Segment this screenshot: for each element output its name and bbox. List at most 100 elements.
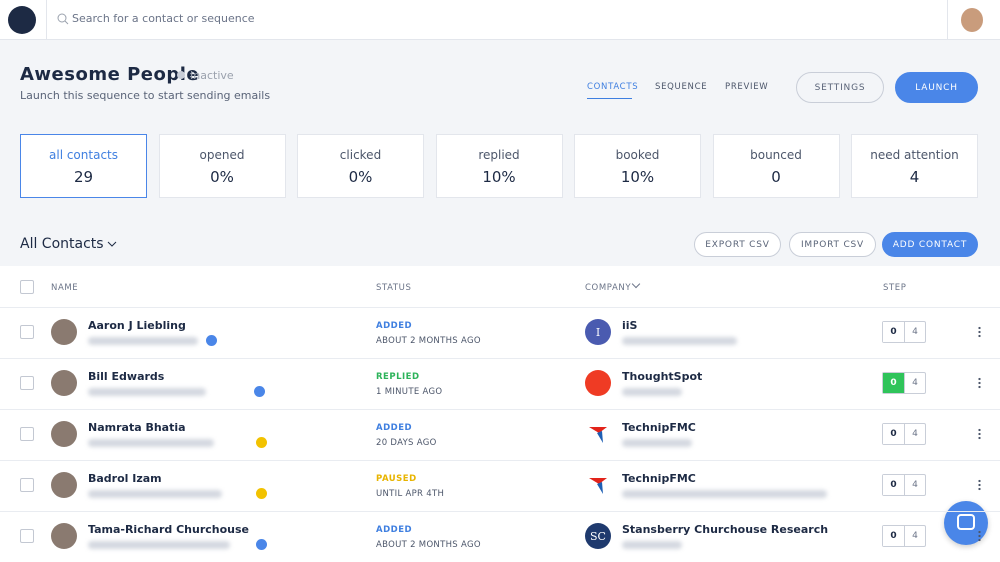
tab[interactable]: SEQUENCE xyxy=(655,82,708,92)
row-checkbox[interactable] xyxy=(20,325,34,339)
company-logo xyxy=(585,421,611,447)
title-blurred xyxy=(622,337,737,345)
tab-underline xyxy=(587,98,632,99)
status-time: ABOUT 2 MONTHS AGO xyxy=(376,336,481,346)
logo[interactable] xyxy=(8,6,36,34)
badge xyxy=(256,539,267,550)
stat-value: 0% xyxy=(210,168,234,186)
contact-name[interactable]: Bill Edwards xyxy=(88,370,165,383)
company-logo: I xyxy=(585,319,611,345)
column-header[interactable]: COMPANY xyxy=(585,283,632,293)
tab[interactable]: CONTACTS xyxy=(587,82,639,92)
settings-button[interactable]: SETTINGS xyxy=(796,72,884,103)
list-button[interactable]: EXPORT CSV xyxy=(694,232,781,257)
status[interactable]: ADDED xyxy=(376,525,413,535)
stat-card[interactable]: opened 0% xyxy=(158,134,286,198)
select-all[interactable] xyxy=(20,280,34,294)
contact-name[interactable]: Badrol Izam xyxy=(88,472,162,485)
sequence-title: Awesome People xyxy=(20,64,200,85)
avatar xyxy=(51,370,77,396)
email-blurred xyxy=(88,541,230,549)
tab[interactable]: PREVIEW xyxy=(725,82,769,92)
sequence-subtitle: Launch this sequence to start sending em… xyxy=(20,89,271,102)
contact-name[interactable]: Namrata Bhatia xyxy=(88,421,186,434)
company-logo xyxy=(585,472,611,498)
company-name: Stansberry Churchouse Research xyxy=(622,523,829,536)
row-menu[interactable] xyxy=(978,377,981,389)
email-blurred xyxy=(88,439,214,447)
stat-card[interactable]: clicked 0% xyxy=(297,134,424,198)
stat-label: clicked xyxy=(339,148,382,162)
stat-value: 10% xyxy=(620,168,655,186)
badge xyxy=(256,437,267,448)
step-box xyxy=(882,423,926,445)
row-checkbox[interactable] xyxy=(20,376,34,390)
status[interactable]: ADDED xyxy=(376,321,413,331)
badge xyxy=(206,335,217,346)
launch-button[interactable]: LAUNCH xyxy=(895,72,978,103)
step-box xyxy=(882,474,926,496)
step-current: 0 xyxy=(883,526,904,546)
stat-card[interactable]: need attention 4 xyxy=(851,134,978,198)
contact-row[interactable] xyxy=(0,409,1000,460)
stat-label: replied xyxy=(478,148,520,162)
avatar xyxy=(51,421,77,447)
row-menu[interactable] xyxy=(978,479,981,491)
avatar xyxy=(51,319,77,345)
title-blurred xyxy=(622,439,692,447)
row-checkbox[interactable] xyxy=(20,529,34,543)
stat-label: opened xyxy=(199,148,245,162)
company-name: iiS xyxy=(622,319,638,332)
title-blurred xyxy=(622,388,682,396)
search-input[interactable]: Search for a contact or sequence xyxy=(72,12,255,25)
sequence-status: Inactive xyxy=(190,69,234,82)
row-menu[interactable] xyxy=(978,428,981,440)
contact-row[interactable] xyxy=(0,460,1000,511)
contact-name[interactable]: Tama-Richard Churchouse xyxy=(88,523,250,536)
list-button[interactable]: IMPORT CSV xyxy=(789,232,876,257)
dropdown-icon[interactable] xyxy=(107,240,117,248)
step-box xyxy=(882,321,926,343)
status[interactable]: REPLIED xyxy=(376,372,420,382)
list-title[interactable]: All Contacts xyxy=(20,236,104,252)
list-button[interactable]: ADD CONTACT xyxy=(882,232,978,257)
column-header: STATUS xyxy=(376,283,412,293)
stat-label: all contacts xyxy=(49,148,118,162)
user-avatar[interactable] xyxy=(961,8,983,32)
row-checkbox[interactable] xyxy=(20,478,34,492)
status-time: ABOUT 2 MONTHS AGO xyxy=(376,540,481,550)
step-total: 4 xyxy=(904,424,925,444)
stat-label: booked xyxy=(615,148,660,162)
stat-value: 4 xyxy=(909,168,920,186)
avatar xyxy=(51,472,77,498)
status[interactable]: PAUSED xyxy=(376,474,417,484)
badge xyxy=(254,386,265,397)
stat-label: need attention xyxy=(870,148,959,162)
stat-card[interactable]: replied 10% xyxy=(435,134,563,198)
stat-card[interactable]: all contacts 29 xyxy=(20,134,147,198)
contact-row[interactable] xyxy=(0,307,1000,358)
stat-value: 0 xyxy=(771,168,781,186)
company-name: ThoughtSpot xyxy=(622,370,703,383)
step-current: 0 xyxy=(883,322,904,342)
contact-name[interactable]: Aaron J Liebling xyxy=(88,319,186,332)
contact-row[interactable] xyxy=(0,511,1000,562)
step-total: 4 xyxy=(904,373,925,393)
status[interactable]: ADDED xyxy=(376,423,413,433)
badge xyxy=(256,488,267,499)
search-icon xyxy=(57,13,69,25)
stat-label: bounced xyxy=(750,148,802,162)
top-bar: Search for a contact or sequence xyxy=(0,0,1000,40)
contact-row[interactable] xyxy=(0,358,1000,409)
avatar xyxy=(51,523,77,549)
row-menu[interactable] xyxy=(978,326,981,338)
stat-card[interactable]: bounced 0 xyxy=(712,134,840,198)
stat-card[interactable]: booked 10% xyxy=(574,134,701,198)
row-menu[interactable] xyxy=(978,530,981,542)
company-name: TechnipFMC xyxy=(622,421,696,434)
step-box xyxy=(882,372,926,394)
row-checkbox[interactable] xyxy=(20,427,34,441)
step-box xyxy=(882,525,926,547)
email-blurred xyxy=(88,490,222,498)
